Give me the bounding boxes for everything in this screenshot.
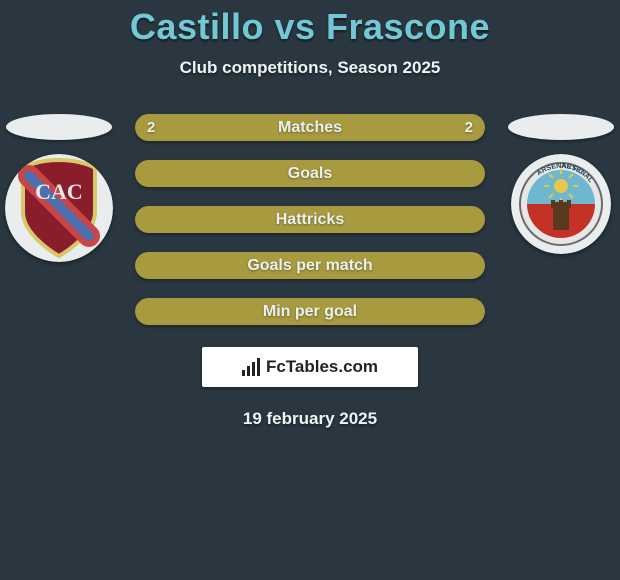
stat-label: Matches (278, 119, 342, 137)
page-subtitle: Club competitions, Season 2025 (0, 58, 620, 78)
page-title: Castillo vs Frascone (0, 0, 620, 48)
stat-bar-goals-per-match: Goals per match (135, 252, 485, 279)
left-team-badge-icon: CAC (5, 154, 113, 262)
bar-chart-icon (242, 358, 260, 376)
stat-bar-goals: Goals (135, 160, 485, 187)
stat-bars: 2 Matches 2 Goals Hattricks Goals per ma… (135, 114, 485, 325)
left-player-column: CAC (4, 114, 114, 262)
right-team-badge-icon: ARSENAL F.C. ARSENAL F.C. (511, 154, 611, 254)
left-player-ellipse (6, 114, 112, 140)
stat-label: Goals per match (247, 257, 372, 275)
stat-bar-hattricks: Hattricks (135, 206, 485, 233)
stat-label: Goals (288, 165, 332, 183)
stat-label: Hattricks (276, 211, 344, 229)
svg-text:CAC: CAC (35, 179, 83, 204)
stat-label: Min per goal (263, 303, 357, 321)
comparison-date: 19 february 2025 (0, 409, 620, 429)
stat-bar-matches: 2 Matches 2 (135, 114, 485, 141)
comparison-stage: CAC (0, 114, 620, 429)
right-player-column: ARSENAL F.C. ARSENAL F.C. (506, 114, 616, 254)
source-logo-text: FcTables.com (266, 357, 378, 377)
stat-bar-min-per-goal: Min per goal (135, 298, 485, 325)
source-logo: FcTables.com (202, 347, 418, 387)
stat-value-right: 2 (465, 114, 473, 141)
stat-value-left: 2 (147, 114, 155, 141)
right-player-ellipse (508, 114, 614, 140)
